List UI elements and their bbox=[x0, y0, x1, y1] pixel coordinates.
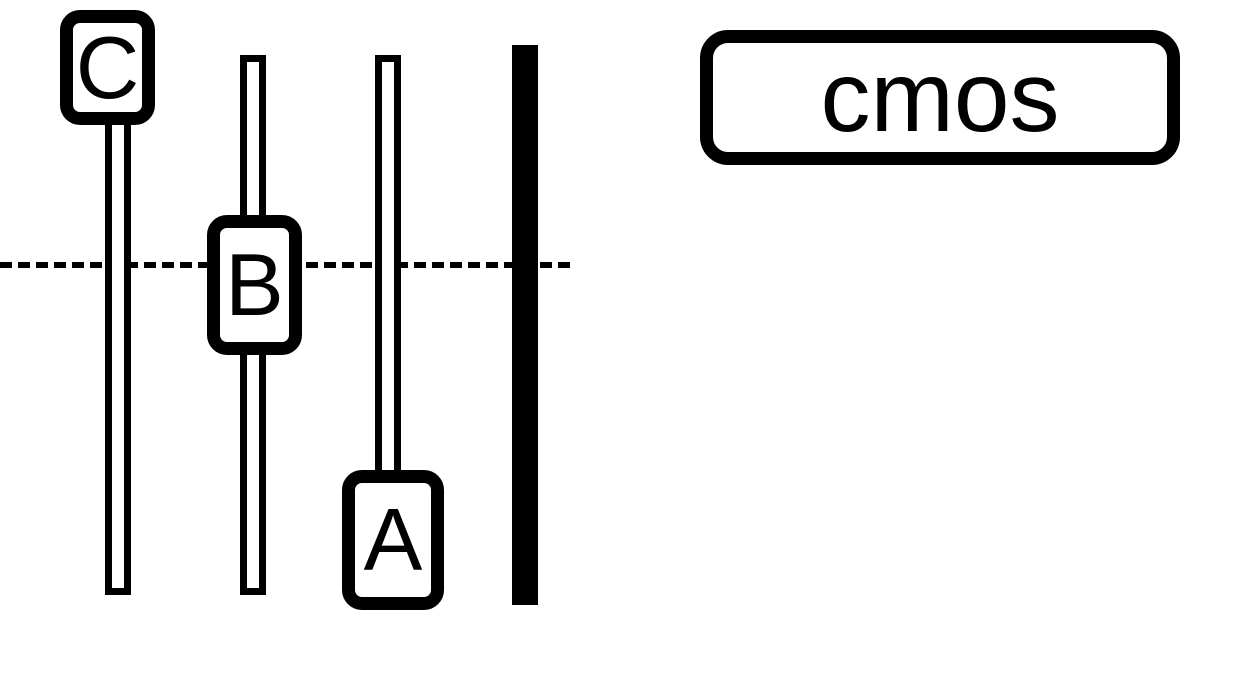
slider-b-handle[interactable]: B bbox=[207, 215, 302, 355]
divider-bar bbox=[512, 45, 538, 605]
diagram-root: C B A cmos bbox=[0, 0, 1239, 683]
cmos-box: cmos bbox=[700, 30, 1180, 165]
cmos-label: cmos bbox=[821, 40, 1060, 155]
slider-b-label: B bbox=[225, 234, 284, 336]
slider-c-handle[interactable]: C bbox=[60, 10, 155, 125]
slider-c-label: C bbox=[76, 17, 140, 119]
slider-a-label: A bbox=[364, 489, 423, 591]
slider-c-track[interactable] bbox=[105, 55, 131, 595]
slider-a-handle[interactable]: A bbox=[342, 470, 444, 610]
